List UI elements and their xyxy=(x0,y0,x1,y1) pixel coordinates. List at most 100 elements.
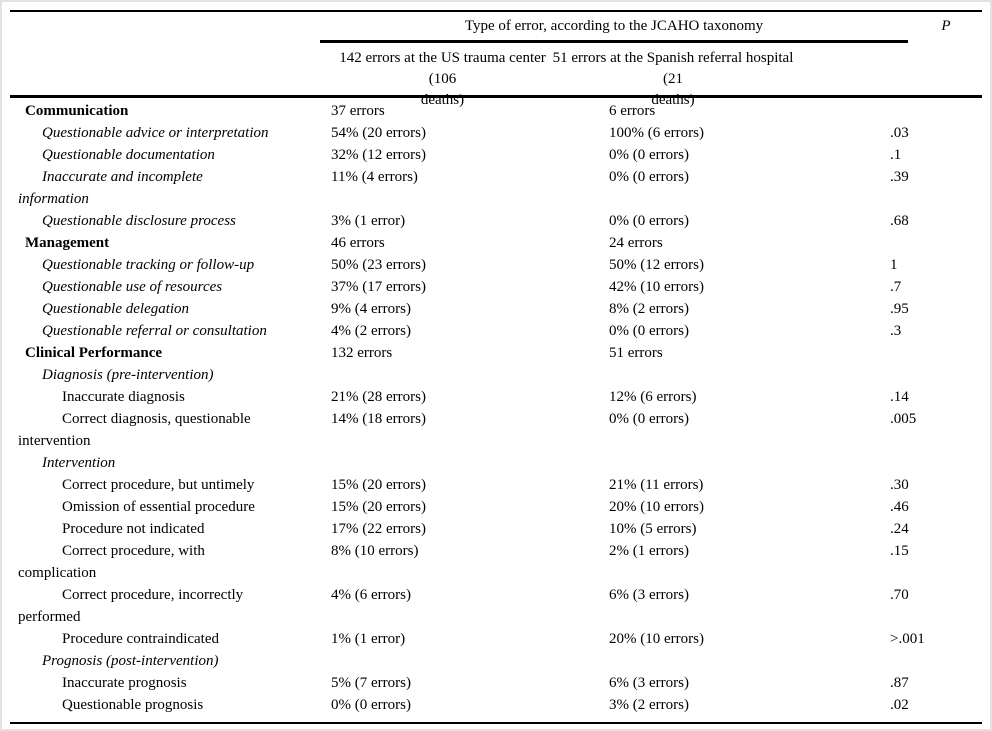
us-value: 37% (17 errors) xyxy=(331,279,426,295)
row-label: Correct procedure, incorrectly performed xyxy=(18,587,244,625)
es-value: 0% (0 errors) xyxy=(609,213,689,229)
us-value: 15% (20 errors) xyxy=(331,477,426,493)
table-row: Inaccurate diagnosis 21% (28 errors) 12% (… xyxy=(10,386,982,408)
table-header: Type of error, according to the JCAHO ta… xyxy=(10,12,982,108)
es-value: 8% (2 errors) xyxy=(609,301,689,317)
us-value: 32% (12 errors) xyxy=(331,147,426,163)
es-value xyxy=(609,452,890,474)
us-value: 11% (4 errors) xyxy=(331,169,418,185)
p-value: 1 xyxy=(890,257,898,273)
row-label: Inaccurate and incomplete information xyxy=(18,169,203,207)
us-value: 37 errors xyxy=(331,103,385,119)
us-value: 21% (28 errors) xyxy=(331,389,426,405)
es-value: 6 errors xyxy=(609,103,656,119)
es-value: 20% (10 errors) xyxy=(609,631,704,647)
es-value: 24 errors xyxy=(609,235,663,251)
table-row: Communication 37 errors 6 errors xyxy=(10,100,982,122)
table-row: Inaccurate and incomplete information 11%… xyxy=(10,166,982,210)
us-value: 3% (1 error) xyxy=(331,213,406,229)
p-value: .7 xyxy=(890,279,902,295)
p-value: .39 xyxy=(890,169,909,185)
p-value: .15 xyxy=(890,543,909,559)
table-row: Correct procedure, incorrectly performed… xyxy=(10,584,982,628)
us-value xyxy=(331,452,609,474)
row-label: Questionable advice or interpretation xyxy=(42,125,269,141)
table-row: Omission of essential procedure 15% (20 e… xyxy=(10,496,982,518)
table-row: Correct procedure, but untimely 15% (20 e… xyxy=(10,474,982,496)
p-value: .68 xyxy=(890,213,909,229)
us-value xyxy=(331,650,609,672)
es-value: 10% (5 errors) xyxy=(609,521,697,537)
es-value: 2% (1 errors) xyxy=(609,543,689,559)
es-value: 0% (0 errors) xyxy=(609,323,689,339)
table-row: Questionable prognosis 0% (0 errors) 3% (2… xyxy=(10,694,982,716)
table-row: Diagnosis (pre-intervention) xyxy=(10,364,982,386)
row-label: Questionable use of resources xyxy=(42,279,223,295)
row-label: Intervention xyxy=(42,455,116,471)
es-value: 0% (0 errors) xyxy=(609,147,689,163)
row-label: Inaccurate prognosis xyxy=(62,675,187,691)
spanner-header: Type of error, according to the JCAHO ta… xyxy=(320,12,908,43)
p-value xyxy=(890,100,982,122)
us-value: 17% (22 errors) xyxy=(331,521,426,537)
row-label: Questionable documentation xyxy=(42,147,215,163)
row-label: Correct procedure, with complication xyxy=(18,543,205,581)
row-label: Communication xyxy=(25,103,129,119)
table-row: Correct diagnosis, questionable interven… xyxy=(10,408,982,452)
p-value: .30 xyxy=(890,477,909,493)
p-column-header: P xyxy=(941,18,951,34)
row-label: Procedure contraindicated xyxy=(62,631,220,647)
es-value: 0% (0 errors) xyxy=(609,411,689,427)
table-row: Questionable use of resources 37% (17 err… xyxy=(10,276,982,298)
row-label: Questionable delegation xyxy=(42,301,190,317)
error-taxonomy-table: Type of error, according to the JCAHO ta… xyxy=(10,10,982,724)
row-label: Questionable prognosis xyxy=(62,697,204,713)
us-value: 54% (20 errors) xyxy=(331,125,426,141)
es-value: 100% (6 errors) xyxy=(609,125,704,141)
p-value xyxy=(890,232,982,254)
row-label: Omission of essential procedure xyxy=(62,499,255,515)
table-row: Questionable delegation 9% (4 errors) 8% (… xyxy=(10,298,982,320)
row-label: Inaccurate diagnosis xyxy=(62,389,185,405)
us-value: 14% (18 errors) xyxy=(331,411,426,427)
row-label: Questionable referral or consultation xyxy=(42,323,267,339)
us-value: 132 errors xyxy=(331,345,393,361)
p-value: .3 xyxy=(890,323,902,339)
table-row: Questionable tracking or follow-up 50% (2… xyxy=(10,254,982,276)
p-value: .03 xyxy=(890,125,909,141)
p-value xyxy=(890,364,982,386)
table-body: Communication 37 errors 6 errors Questionab… xyxy=(10,98,982,722)
es-value: 6% (3 errors) xyxy=(609,587,689,603)
row-label: Clinical Performance xyxy=(25,345,163,361)
table-row: Questionable advice or interpretation 54%… xyxy=(10,122,982,144)
us-value: 5% (7 errors) xyxy=(331,675,411,691)
row-label: Questionable disclosure process xyxy=(42,213,236,229)
p-value: .14 xyxy=(890,389,909,405)
row-label: Questionable tracking or follow-up xyxy=(42,257,255,273)
p-value xyxy=(890,342,982,364)
row-label: Correct diagnosis, questionable interven… xyxy=(18,411,251,449)
us-value: 9% (4 errors) xyxy=(331,301,411,317)
table-row: Correct procedure, with complication 8% (… xyxy=(10,540,982,584)
es-value: 50% (12 errors) xyxy=(609,257,704,273)
us-value: 15% (20 errors) xyxy=(331,499,426,515)
p-value: .005 xyxy=(890,411,917,427)
es-value: 6% (3 errors) xyxy=(609,675,689,691)
us-value: 4% (6 errors) xyxy=(331,587,411,603)
table-row: Procedure contraindicated 1% (1 error) 20%… xyxy=(10,628,982,650)
table-row: Procedure not indicated 17% (22 errors) 10… xyxy=(10,518,982,540)
table-row: Management 46 errors 24 errors xyxy=(10,232,982,254)
row-label: Prognosis (post-intervention) xyxy=(42,653,219,669)
table-row: Inaccurate prognosis 5% (7 errors) 6% (3 e… xyxy=(10,672,982,694)
table-row: Intervention xyxy=(10,452,982,474)
table-row: Questionable disclosure process 3% (1 err… xyxy=(10,210,982,232)
us-column-header: 142 errors at the US trauma center (106 … xyxy=(339,50,546,108)
p-value: .46 xyxy=(890,499,909,515)
us-value: 46 errors xyxy=(331,235,385,251)
row-label: Management xyxy=(25,235,110,251)
p-value: .1 xyxy=(890,147,902,163)
row-label: Diagnosis (pre-intervention) xyxy=(42,367,214,383)
p-value xyxy=(890,650,982,672)
table-row: Prognosis (post-intervention) xyxy=(10,650,982,672)
